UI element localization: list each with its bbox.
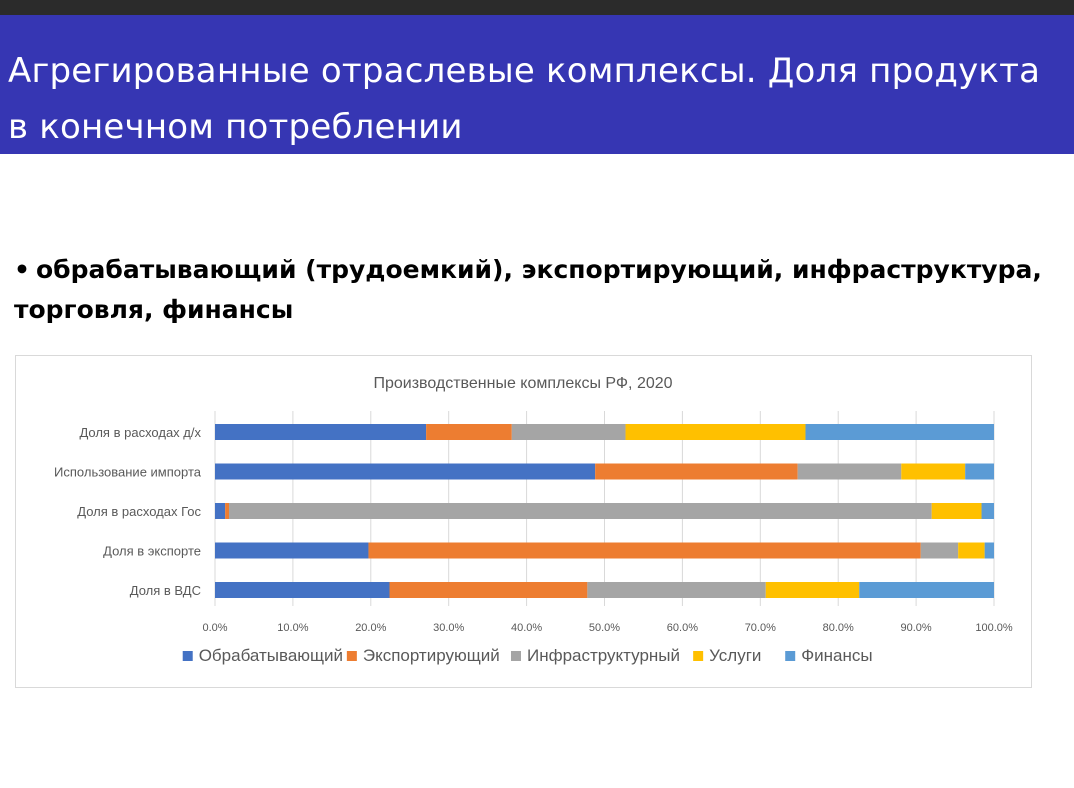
chart-container: Производственные комплексы РФ, 2020 Доля… bbox=[15, 355, 1032, 688]
bar-segment bbox=[901, 463, 966, 480]
bar-segment bbox=[389, 582, 588, 598]
bar-segment bbox=[215, 463, 596, 480]
legend-swatch bbox=[510, 651, 521, 661]
bar-segment bbox=[984, 542, 994, 559]
bar-segment bbox=[805, 424, 994, 440]
bar-segment bbox=[368, 542, 921, 559]
legend-label: Финансы bbox=[801, 646, 872, 665]
x-tick-labels: 0.0% 10.0% 20.0% 30.0% 40.0% 50.0% 60.0% 70.0% 8… bbox=[202, 622, 1012, 634]
x-tick-label: 40.0% bbox=[511, 622, 542, 634]
category-label: Доля в ВДС bbox=[130, 583, 201, 598]
bar-segment bbox=[625, 424, 806, 440]
legend-label: Обрабатывающий bbox=[199, 646, 343, 665]
stacked-bar-chart: Производственные комплексы РФ, 2020 Доля… bbox=[54, 375, 1013, 665]
legend: Обрабатывающий Экспортирующий Инфраструкту… bbox=[182, 646, 873, 665]
bar-segment bbox=[426, 424, 512, 440]
bar-segment bbox=[965, 463, 994, 480]
top-bar bbox=[0, 0, 1074, 15]
x-tick-label: 80.0% bbox=[823, 622, 854, 634]
bar-segment bbox=[587, 582, 766, 598]
category-label: Доля в расходах д/х bbox=[79, 425, 201, 440]
bar-segment bbox=[595, 463, 798, 480]
legend-swatch bbox=[693, 651, 704, 661]
bullet-text: обрабатывающий (трудоемкий), экспортирую… bbox=[14, 255, 1042, 324]
bar-segment bbox=[215, 582, 390, 598]
bar-segment bbox=[765, 582, 860, 598]
bar-segment bbox=[931, 503, 982, 519]
bar-segment bbox=[511, 424, 626, 440]
category-labels: Доля в расходах д/х Использование импорта… bbox=[54, 425, 202, 598]
legend-swatch bbox=[346, 651, 357, 661]
x-tick-label: 30.0% bbox=[433, 622, 464, 634]
x-tick-label: 10.0% bbox=[277, 622, 308, 634]
bars bbox=[215, 424, 994, 598]
bar-segment bbox=[225, 503, 230, 519]
category-label: Доля в расходах Гос bbox=[77, 504, 201, 519]
chart-title: Производственные комплексы РФ, 2020 bbox=[373, 375, 672, 392]
x-tick-label: 50.0% bbox=[589, 622, 620, 634]
bar-segment bbox=[981, 503, 994, 519]
legend-label: Услуги bbox=[709, 646, 761, 665]
x-tick-label: 20.0% bbox=[355, 622, 386, 634]
bar-segment bbox=[958, 542, 985, 559]
x-tick-label: 90.0% bbox=[900, 622, 931, 634]
slide-title: Агрегированные отраслевые комплексы. Дол… bbox=[0, 15, 1074, 154]
bullet-mark: • bbox=[14, 255, 30, 284]
bar-segment bbox=[859, 582, 994, 598]
x-tick-label: 60.0% bbox=[667, 622, 698, 634]
category-label: Доля в экспорте bbox=[103, 544, 201, 559]
x-tick-label: 70.0% bbox=[745, 622, 776, 634]
category-label: Использование импорта bbox=[54, 465, 202, 480]
legend-label: Экспортирующий bbox=[363, 646, 500, 665]
bullet-point: • обрабатывающий (трудоемкий), экспортиру… bbox=[14, 250, 1054, 330]
x-tick-label: 100.0% bbox=[975, 622, 1013, 634]
bar-segment bbox=[215, 503, 226, 519]
x-tick-label: 0.0% bbox=[202, 622, 227, 634]
bar-segment bbox=[920, 542, 959, 559]
bar-segment bbox=[797, 463, 902, 480]
bar-segment bbox=[215, 424, 427, 440]
legend-swatch bbox=[182, 651, 193, 661]
legend-label: Инфраструктурный bbox=[527, 646, 680, 665]
bar-segment bbox=[229, 503, 932, 519]
bar-segment bbox=[215, 542, 369, 559]
legend-swatch bbox=[785, 651, 796, 661]
